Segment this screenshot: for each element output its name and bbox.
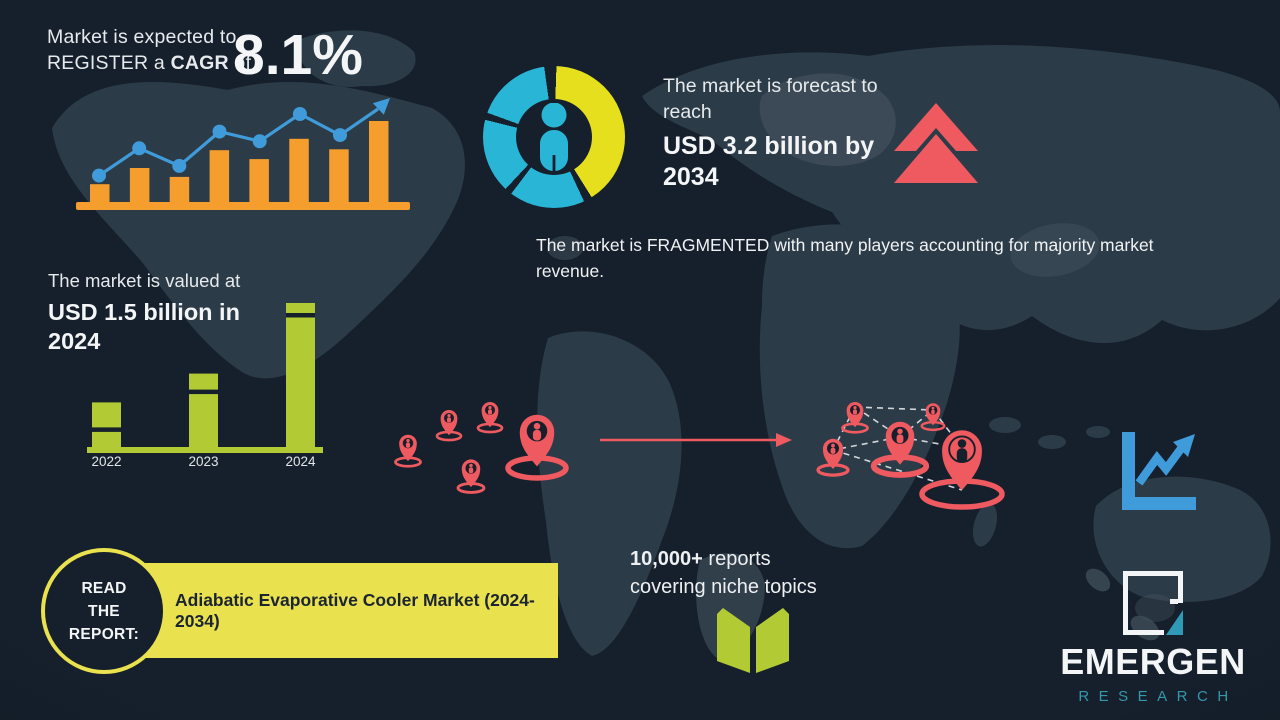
- year-value-bar-chart: 2022 2023 2024: [87, 303, 323, 469]
- valued-intro: The market is valued at: [48, 270, 241, 291]
- forecast-line1: The market is forecast to: [663, 75, 878, 97]
- fragmented-statement: The market is FRAGMENTED with many playe…: [536, 235, 1154, 281]
- reports-promo: 10,000+ reports covering niche topics: [630, 545, 817, 601]
- report-title-banner[interactable]: Adiabatic Evaporative Cooler Market (202…: [145, 563, 558, 658]
- forecast-headline-line2: 2034: [663, 163, 719, 191]
- cagr-statement: Market is expected to REGISTER a CAGR of: [47, 24, 251, 76]
- brand-subtitle: RESEARCH: [1078, 688, 1238, 705]
- brand-logo: EMERGEN RESEARCH: [1043, 570, 1263, 705]
- person-icon: [540, 103, 568, 171]
- emergen-square-logo-icon: [1123, 571, 1183, 635]
- cagr-value: 8.1%: [233, 23, 363, 87]
- reports-line2: covering niche topics: [630, 576, 817, 598]
- donut-chart-person-icon: [483, 66, 625, 208]
- svg-text:2022: 2022: [91, 454, 121, 469]
- forecast-line2: reach: [663, 101, 712, 123]
- read-report-circle-button[interactable]: READ THE REPORT:: [41, 548, 167, 674]
- report-title: Adiabatic Evaporative Cooler Market (202…: [175, 589, 535, 631]
- brand-name: EMERGEN: [1060, 641, 1246, 682]
- line-chart-arrow-icon: [1122, 432, 1196, 510]
- double-chevron-up-icon: [894, 103, 978, 183]
- forecast-statement: The market is forecast to reach USD 3.2 …: [663, 73, 878, 193]
- svg-text:2024: 2024: [285, 454, 316, 469]
- reports-line1: 10,000+ reports: [630, 548, 771, 570]
- forecast-headline-line1: USD 3.2 billion by: [663, 132, 875, 160]
- svg-text:2023: 2023: [188, 454, 218, 469]
- cagr-line1: Market is expected to: [47, 26, 237, 48]
- bar-chart-rising-trend-icon: [76, 98, 410, 210]
- open-book-icon: [717, 608, 789, 673]
- cagr-line2: REGISTER a CAGR of: [47, 52, 252, 74]
